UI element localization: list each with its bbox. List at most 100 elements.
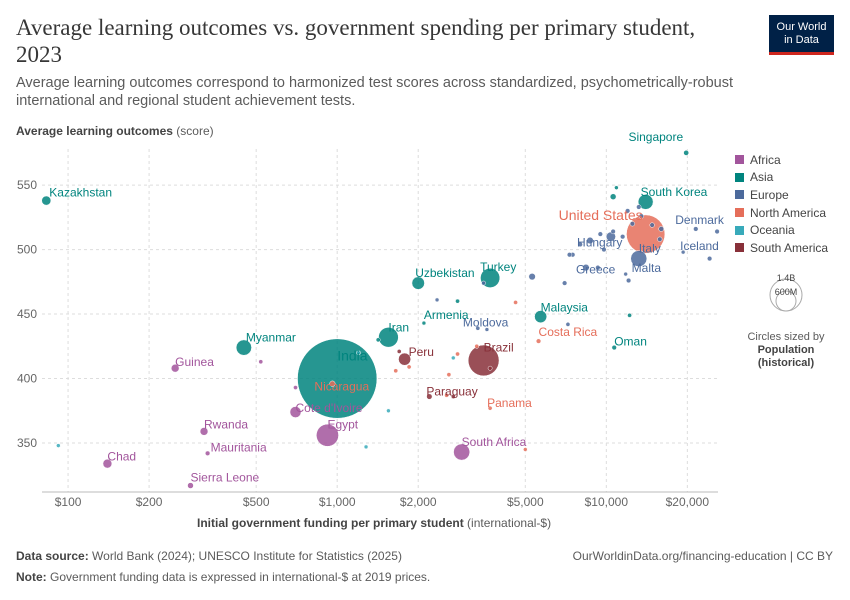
data-point <box>649 222 655 228</box>
data-point <box>56 443 61 448</box>
data-point <box>523 447 528 452</box>
data-point <box>484 327 490 332</box>
data-point <box>658 226 665 232</box>
x-tick-label: $20,000 <box>666 495 710 509</box>
legend-swatch <box>735 155 744 165</box>
size-legend: 1.4B 600M Circles sized by Population (h… <box>744 272 828 370</box>
x-tick-label: $100 <box>55 495 82 509</box>
y-tick-label: 400 <box>17 372 37 386</box>
data-point <box>620 234 626 240</box>
data-point <box>609 193 617 200</box>
data-point <box>293 385 298 390</box>
logo-line-2: in Data <box>784 33 819 46</box>
x-tick-label: $2,000 <box>400 495 437 509</box>
legend-swatch <box>735 243 744 253</box>
data-point <box>289 406 302 418</box>
point-label: Malta <box>632 261 662 275</box>
data-point <box>329 380 336 387</box>
point-label: United States <box>559 207 643 223</box>
data-point <box>375 337 381 343</box>
point-labels: Kazakhstan Singapore South Korea United Sta… <box>49 130 725 485</box>
data-point <box>481 280 486 286</box>
point-label: Sierra Leone <box>190 471 259 485</box>
data-point <box>455 351 460 357</box>
data-point <box>630 250 648 267</box>
y-axis-unit: (score) <box>176 124 214 138</box>
data-point <box>487 365 493 371</box>
source-url-link[interactable]: OurWorldinData.org/financing-education |… <box>572 549 833 563</box>
data-point <box>450 394 456 399</box>
legend-item[interactable]: Europe <box>735 186 828 204</box>
point-label: Rwanda <box>204 417 248 431</box>
point-label: Guinea <box>175 355 214 369</box>
data-point <box>398 352 411 366</box>
data-point <box>386 408 391 414</box>
data-point <box>623 271 628 277</box>
data-point <box>693 226 699 232</box>
data-point <box>434 297 440 303</box>
point-label: South Korea <box>641 185 708 199</box>
data-point <box>680 249 686 255</box>
grid-lines <box>42 149 718 493</box>
data-point <box>356 350 361 355</box>
point-label: Cote d'Ivoire <box>296 401 363 415</box>
x-axis-title-text: Initial government funding per primary s… <box>197 516 464 530</box>
data-point <box>378 327 399 348</box>
data-point <box>636 204 642 210</box>
data-point <box>426 393 433 400</box>
legend-label: Asia <box>750 170 774 185</box>
point-label: Armenia <box>424 308 469 322</box>
point-label: Malaysia <box>541 301 589 315</box>
data-point <box>595 265 601 271</box>
point-label: Oman <box>614 335 647 349</box>
y-axis-title: Average learning outcomes (score) <box>16 124 214 138</box>
data-point <box>475 325 481 331</box>
legend-item[interactable]: Oceania <box>735 221 828 239</box>
data-point <box>637 194 654 210</box>
data-source-text: World Bank (2024); UNESCO Institute for … <box>92 549 402 563</box>
legend-item[interactable]: Africa <box>735 151 828 169</box>
point-label: Iceland <box>680 239 719 253</box>
size-legend-circles: 1.4B 600M <box>769 273 803 312</box>
data-point <box>297 338 378 419</box>
region-legend: Africa Asia Europe North America Oceania Sout… <box>735 151 828 257</box>
x-tick-label: $200 <box>136 495 163 509</box>
x-tick-label: $500 <box>243 495 270 509</box>
data-point <box>446 372 452 378</box>
data-point <box>513 300 518 305</box>
size-legend-note: Circles sized by <box>747 331 825 343</box>
note-text: Government funding data is expressed in … <box>50 570 431 584</box>
legend-label: Oceania <box>750 223 795 238</box>
data-point <box>535 338 542 344</box>
data-point <box>707 256 713 262</box>
legend-label: South America <box>750 240 829 255</box>
point-label: Myanmar <box>246 331 296 345</box>
legend-item[interactable]: South America <box>735 239 828 257</box>
y-tick-label: 350 <box>17 436 37 450</box>
data-point <box>451 355 456 361</box>
data-point <box>638 213 644 219</box>
point-label: Singapore <box>628 130 683 144</box>
point-label: Denmark <box>675 213 725 227</box>
data-point <box>235 339 252 356</box>
size-legend-top-label: 1.4B <box>777 273 796 283</box>
point-label: Turkey <box>480 260 516 274</box>
data-point <box>258 359 264 365</box>
legend-swatch <box>735 208 744 218</box>
legend-item[interactable]: North America <box>735 204 828 222</box>
data-point <box>626 277 632 284</box>
legend-label: Europe <box>750 187 789 202</box>
data-point <box>199 427 209 436</box>
point-label: Moldova <box>463 316 509 330</box>
x-axis-title: Initial government funding per primary s… <box>197 516 551 530</box>
owid-logo[interactable]: Our World in Data <box>769 15 834 55</box>
legend-swatch <box>735 172 744 182</box>
size-legend-variable-2: (historical) <box>757 357 815 369</box>
data-point <box>625 208 631 214</box>
point-label: India <box>337 348 368 364</box>
note-label: Note: <box>16 570 47 584</box>
data-point <box>455 298 460 304</box>
data-point <box>421 320 427 326</box>
legend-item[interactable]: Asia <box>735 169 828 187</box>
data-point <box>565 322 571 327</box>
